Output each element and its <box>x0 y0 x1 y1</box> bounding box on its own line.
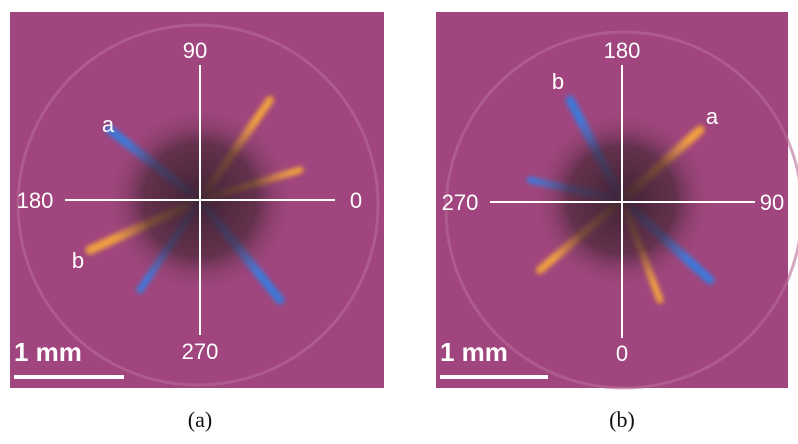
angle-label: 90 <box>183 38 207 63</box>
streak-label: b <box>552 69 564 94</box>
angle-label: 270 <box>442 190 479 215</box>
angle-label: 90 <box>760 190 784 215</box>
panel-b: 180 270 90 0 b a 1 mm (b) <box>436 12 798 432</box>
caption: (a) <box>188 407 212 432</box>
angle-label: 0 <box>616 341 628 366</box>
figure: 90 180 0 270 a b 1 mm (a) 180 270 90 0 b… <box>0 0 798 444</box>
angle-label: 0 <box>350 188 362 213</box>
panel-a: 90 180 0 270 a b 1 mm (a) <box>10 12 384 432</box>
streak-label: b <box>72 248 84 273</box>
angle-label: 270 <box>182 339 219 364</box>
scale-label: 1 mm <box>14 337 82 367</box>
scale-label: 1 mm <box>440 337 508 367</box>
angle-label: 180 <box>17 188 54 213</box>
streak-label: a <box>706 104 719 129</box>
angle-label: 180 <box>604 38 641 63</box>
streak-label: a <box>102 112 115 137</box>
caption: (b) <box>609 407 635 432</box>
